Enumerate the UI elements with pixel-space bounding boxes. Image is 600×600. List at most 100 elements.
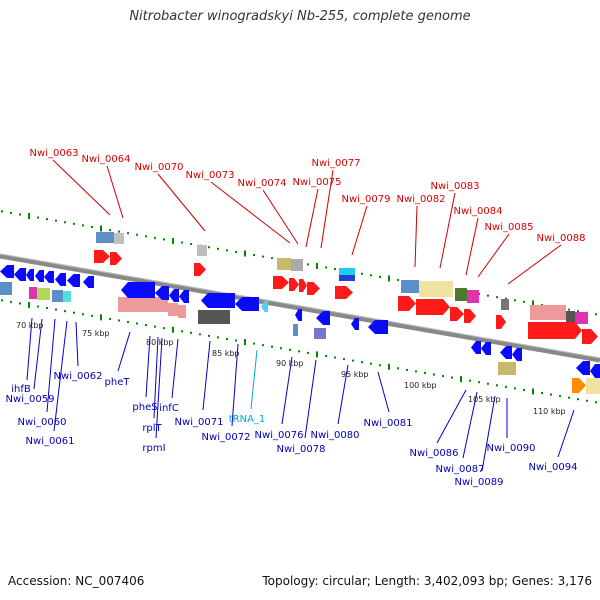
gene-arrow[interactable] bbox=[83, 276, 94, 288]
gene-box[interactable] bbox=[293, 324, 298, 336]
gene-arrow[interactable] bbox=[0, 265, 14, 278]
gene-box[interactable] bbox=[501, 299, 509, 310]
gene-box[interactable] bbox=[52, 290, 63, 302]
gene-box[interactable] bbox=[114, 233, 124, 244]
gene-box[interactable] bbox=[96, 232, 114, 243]
gene-label[interactable]: rplT bbox=[142, 423, 162, 434]
gene-box[interactable] bbox=[467, 290, 479, 303]
gene-label[interactable]: Nwi_0078 bbox=[277, 444, 326, 455]
gene-label[interactable]: Nwi_0061 bbox=[26, 436, 75, 447]
gene-arrow[interactable] bbox=[351, 318, 359, 330]
gene-label[interactable]: Nwi_0080 bbox=[311, 430, 360, 441]
gene-label[interactable]: Nwi_0072 bbox=[202, 432, 251, 443]
gene-box[interactable] bbox=[0, 282, 12, 295]
gene-arrow[interactable] bbox=[35, 270, 44, 282]
gene-arrow[interactable] bbox=[307, 282, 320, 295]
gene-box[interactable] bbox=[118, 297, 168, 312]
gene-arrow[interactable] bbox=[261, 301, 268, 312]
gene-arrow[interactable] bbox=[169, 289, 179, 302]
gene-arrow[interactable] bbox=[110, 252, 122, 265]
gene-arrow[interactable] bbox=[481, 342, 491, 355]
gene-arrow[interactable] bbox=[512, 348, 522, 361]
gene-box[interactable] bbox=[29, 287, 37, 299]
gene-box[interactable] bbox=[291, 259, 303, 271]
gene-arrow[interactable] bbox=[335, 286, 353, 299]
gene-box[interactable] bbox=[198, 310, 230, 324]
gene-label[interactable]: Nwi_0090 bbox=[487, 443, 536, 454]
gene-label[interactable]: pheS bbox=[132, 402, 157, 413]
gene-box[interactable] bbox=[168, 303, 178, 316]
gene-arrow[interactable] bbox=[582, 329, 598, 344]
gene-arrow[interactable] bbox=[471, 341, 481, 354]
gene-label[interactable]: ihfB bbox=[11, 384, 31, 395]
gene-label[interactable]: Nwi_0083 bbox=[431, 181, 480, 192]
gene-label[interactable]: Nwi_0070 bbox=[135, 162, 184, 173]
gene-box[interactable] bbox=[197, 245, 207, 256]
gene-label[interactable]: Nwi_0094 bbox=[529, 462, 578, 473]
gene-label[interactable]: Nwi_0059 bbox=[6, 394, 55, 405]
gene-arrow[interactable] bbox=[155, 286, 169, 300]
gene-arrow[interactable] bbox=[528, 322, 582, 339]
gene-arrow[interactable] bbox=[368, 320, 388, 334]
gene-arrow[interactable] bbox=[450, 307, 464, 321]
gene-label[interactable]: Nwi_0086 bbox=[410, 448, 459, 459]
gene-arrow[interactable] bbox=[44, 271, 54, 283]
gene-label[interactable]: Nwi_0064 bbox=[82, 154, 131, 165]
gene-label[interactable]: Nwi_0073 bbox=[186, 170, 235, 181]
gene-box[interactable] bbox=[339, 275, 355, 281]
gene-arrow[interactable] bbox=[121, 282, 155, 298]
gene-arrow[interactable] bbox=[496, 315, 506, 329]
gene-label[interactable]: Nwi_0071 bbox=[175, 417, 224, 428]
gene-box[interactable] bbox=[586, 378, 600, 394]
gene-arrow[interactable] bbox=[416, 299, 450, 315]
gene-box[interactable] bbox=[530, 305, 566, 320]
gene-label[interactable]: Nwi_0089 bbox=[455, 477, 504, 488]
gene-arrow[interactable] bbox=[26, 269, 34, 281]
gene-label[interactable]: tRNA_1 bbox=[229, 414, 266, 425]
gene-label[interactable]: Nwi_0074 bbox=[238, 178, 287, 189]
gene-label[interactable]: Nwi_0060 bbox=[18, 417, 67, 428]
gene-label[interactable]: Nwi_0085 bbox=[485, 222, 534, 233]
gene-box[interactable] bbox=[37, 288, 50, 300]
gene-arrow[interactable] bbox=[590, 364, 600, 378]
gene-label[interactable]: Nwi_0088 bbox=[537, 233, 586, 244]
gene-arrow[interactable] bbox=[273, 276, 289, 289]
gene-label[interactable]: Nwi_0062 bbox=[54, 371, 103, 382]
gene-label[interactable]: Nwi_0075 bbox=[293, 177, 342, 188]
gene-arrow[interactable] bbox=[572, 378, 586, 393]
gene-arrow[interactable] bbox=[576, 361, 590, 375]
gene-arrow[interactable] bbox=[14, 268, 26, 281]
gene-label[interactable]: Nwi_0084 bbox=[454, 206, 503, 217]
gene-label[interactable]: Nwi_0081 bbox=[364, 418, 413, 429]
gene-arrow[interactable] bbox=[94, 250, 110, 263]
gene-box[interactable] bbox=[178, 305, 186, 318]
gene-label[interactable]: rpmI bbox=[142, 443, 165, 454]
gene-arrow[interactable] bbox=[398, 296, 416, 311]
gene-arrow[interactable] bbox=[316, 311, 330, 325]
gene-box[interactable] bbox=[419, 281, 453, 297]
gene-box[interactable] bbox=[339, 268, 355, 275]
gene-arrow[interactable] bbox=[55, 273, 66, 286]
gene-box[interactable] bbox=[455, 288, 467, 301]
gene-arrow[interactable] bbox=[235, 297, 259, 311]
gene-label[interactable]: Nwi_0082 bbox=[397, 194, 446, 205]
gene-label[interactable]: Nwi_0063 bbox=[30, 148, 79, 159]
gene-arrow[interactable] bbox=[194, 263, 206, 276]
gene-arrow[interactable] bbox=[295, 309, 302, 321]
gene-label[interactable]: pheT bbox=[105, 377, 131, 388]
gene-label[interactable]: Nwi_0079 bbox=[342, 194, 391, 205]
gene-arrow[interactable] bbox=[67, 274, 80, 287]
gene-arrow[interactable] bbox=[201, 293, 235, 308]
gene-label[interactable]: Nwi_0077 bbox=[312, 158, 361, 169]
gene-arrow[interactable] bbox=[179, 290, 189, 303]
gene-box[interactable] bbox=[277, 258, 291, 270]
gene-box[interactable] bbox=[575, 312, 588, 324]
gene-label[interactable]: Nwi_0076 bbox=[255, 430, 304, 441]
gene-box[interactable] bbox=[566, 311, 575, 322]
gene-label[interactable]: infC bbox=[159, 403, 179, 414]
gene-arrow[interactable] bbox=[500, 346, 512, 359]
gene-arrow[interactable] bbox=[464, 309, 476, 323]
gene-arrow[interactable] bbox=[299, 279, 307, 292]
gene-box[interactable] bbox=[63, 291, 71, 302]
gene-box[interactable] bbox=[314, 328, 326, 339]
